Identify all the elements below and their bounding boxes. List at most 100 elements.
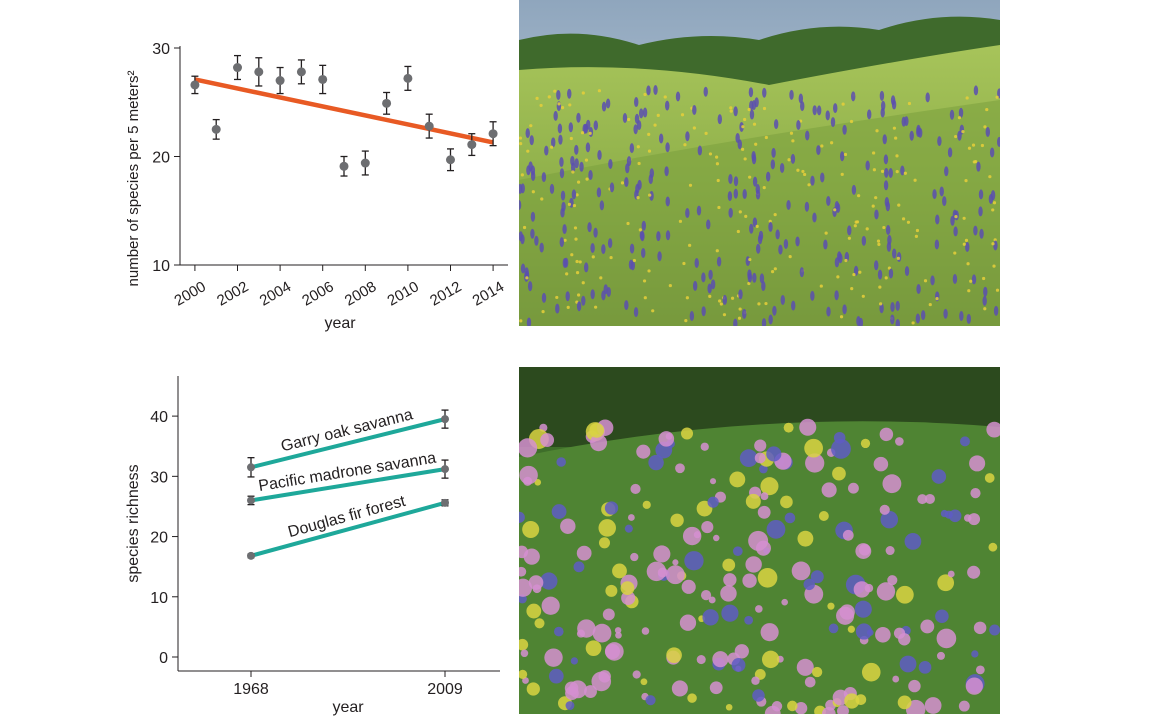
flower-speck: [736, 229, 740, 234]
flower-speck: [918, 127, 923, 138]
flower-speck: [547, 95, 551, 99]
flower-speck: [865, 227, 869, 231]
flower-speck: [716, 256, 722, 267]
flower-speck: [551, 504, 567, 519]
flower-speck: [556, 89, 561, 100]
flower-speck: [954, 134, 958, 139]
flower-speck: [722, 313, 727, 317]
flower-speck: [713, 534, 720, 542]
flower-speck: [520, 263, 526, 274]
flower-speck: [636, 196, 640, 200]
flower-speck: [936, 628, 957, 649]
flower-speck: [860, 438, 871, 449]
flower-speck: [737, 316, 742, 320]
flower-speck: [565, 272, 569, 276]
flower-speck: [754, 452, 766, 464]
flower-speck: [768, 221, 773, 232]
flower-speck: [876, 239, 881, 243]
flower-speck: [632, 670, 641, 679]
flower-speck: [762, 106, 767, 111]
flower-speck: [924, 493, 935, 505]
series-line: [250, 417, 446, 470]
flower-speck: [842, 124, 847, 135]
flower-speck: [752, 272, 757, 283]
flower-speck: [995, 288, 1000, 292]
flower-speck: [581, 295, 586, 306]
flower-speck: [967, 289, 971, 293]
flower-speck: [754, 142, 758, 146]
photo-wildflowers: [519, 367, 1000, 714]
data-point: [247, 496, 255, 505]
flower-speck: [993, 240, 998, 251]
flower-speck: [904, 266, 910, 277]
flower-speck: [980, 143, 985, 148]
flower-speck: [942, 196, 947, 207]
flower-speck: [830, 141, 834, 145]
flower-speck: [738, 210, 742, 214]
flower-speck: [526, 317, 532, 326]
flower-speck: [833, 431, 846, 444]
flower-speck: [826, 306, 831, 317]
flower-speck: [525, 128, 530, 139]
flower-speck: [851, 91, 856, 102]
flower-speck: [871, 204, 875, 208]
flower-speck: [604, 643, 621, 660]
flower-speck: [560, 518, 576, 534]
flower-speck: [648, 193, 652, 197]
x-axis-label: year: [332, 699, 364, 716]
flower-speck: [900, 165, 905, 176]
flower-speck: [723, 573, 737, 587]
flower-speck: [932, 189, 937, 200]
flower-speck: [937, 136, 942, 147]
flower-speck: [937, 574, 955, 592]
flower-speck: [727, 191, 733, 202]
flower-speck: [880, 107, 885, 118]
flower-speck: [892, 126, 896, 130]
flower-speck: [642, 107, 648, 118]
flower-speck: [710, 279, 716, 290]
flower-speck: [638, 108, 644, 119]
x-tick-label: 2006: [299, 278, 336, 309]
series-line: [250, 500, 446, 558]
flower-speck: [947, 147, 953, 158]
flower-speck: [997, 136, 1000, 147]
flower-speck: [523, 548, 540, 565]
flower-speck: [574, 237, 578, 241]
flower-speck: [647, 269, 651, 273]
flower-speck: [772, 305, 777, 316]
flower-speck: [597, 150, 602, 161]
flower-speck: [965, 241, 970, 252]
flower-speck: [641, 220, 647, 231]
data-point: [233, 63, 243, 73]
flower-speck: [541, 596, 560, 615]
flower-speck: [847, 225, 852, 236]
flower-speck: [629, 243, 635, 254]
flower-speck: [895, 154, 899, 158]
flower-speck: [625, 163, 630, 174]
x-tick-label: 2014: [470, 278, 507, 309]
flower-speck: [742, 573, 757, 588]
flower-speck: [584, 685, 597, 698]
flower-speck: [729, 109, 733, 113]
flower-speck: [768, 314, 773, 325]
flower-speck: [742, 189, 747, 200]
flower-speck: [540, 572, 558, 590]
flower-speck: [836, 275, 840, 279]
flower-speck: [528, 575, 544, 590]
flower-speck: [993, 305, 999, 316]
flower-speck: [715, 249, 719, 253]
flower-speck: [553, 110, 558, 121]
flower-speck: [684, 551, 704, 571]
flower-speck: [844, 693, 860, 709]
flower-speck: [599, 276, 603, 280]
flower-speck: [779, 162, 785, 173]
flower-speck: [884, 197, 890, 208]
flower-speck: [738, 289, 743, 300]
flower-speck: [553, 89, 557, 93]
flower-speck: [786, 199, 791, 210]
flower-speck: [983, 307, 987, 311]
flower-speck: [628, 259, 634, 270]
flower-speck: [879, 303, 884, 314]
flower-speck: [642, 279, 647, 283]
flower-speck: [716, 178, 720, 183]
